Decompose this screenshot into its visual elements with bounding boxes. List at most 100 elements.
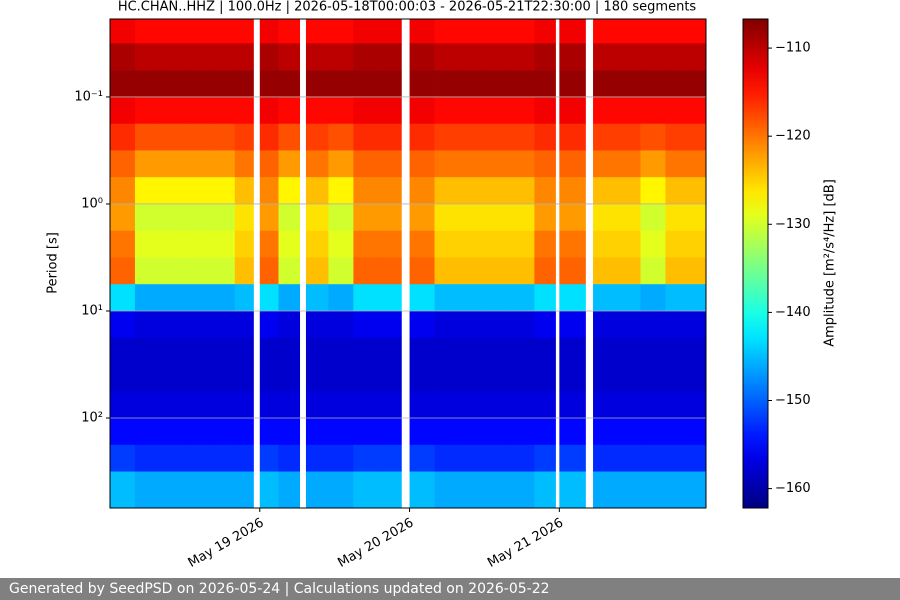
heatmap-cell — [378, 337, 402, 365]
heatmap-cell — [559, 123, 586, 151]
heatmap-cell — [328, 257, 354, 285]
heatmap-cell — [534, 257, 556, 285]
heatmap-cell — [459, 471, 485, 509]
colorbar — [742, 18, 769, 509]
heatmap-cell — [259, 444, 279, 472]
heatmap-cell — [305, 123, 329, 151]
heatmap-cell — [378, 43, 402, 71]
heatmap-cell — [434, 230, 460, 258]
heatmap-cell — [459, 96, 485, 125]
colorbar-tick-label: −160 — [775, 481, 811, 496]
heatmap-cell — [459, 364, 485, 392]
heatmap-cell — [259, 123, 279, 151]
heatmap-cell — [209, 203, 236, 232]
heatmap-cell — [278, 230, 301, 258]
heatmap-cell — [640, 177, 666, 205]
heatmap-cell — [234, 337, 254, 365]
heatmap-cell — [259, 203, 279, 232]
heatmap-cell — [509, 70, 535, 98]
heatmap-cell — [378, 150, 402, 178]
heatmap-cell — [353, 257, 379, 285]
heatmap-cell — [615, 177, 641, 205]
heatmap-cell — [409, 444, 435, 472]
heatmap-cell — [353, 150, 379, 178]
heatmap-cell — [378, 444, 402, 472]
heatmap-cell — [593, 19, 616, 44]
heatmap-cell — [328, 337, 354, 365]
heatmap-cell — [134, 70, 161, 98]
heatmap-cell — [434, 364, 460, 392]
heatmap-cell — [110, 284, 136, 312]
heatmap-cell — [328, 364, 354, 392]
heatmap-cell — [159, 203, 186, 232]
heatmap-cell — [278, 96, 301, 125]
heatmap-cell — [409, 310, 435, 339]
heatmap-cell — [593, 203, 616, 232]
heatmap-cell — [459, 43, 485, 71]
heatmap-cell — [615, 284, 641, 312]
heatmap-cell — [534, 43, 556, 71]
heatmap-cell — [209, 364, 236, 392]
heatmap-cell — [209, 43, 236, 71]
heatmap-cell — [110, 310, 136, 339]
heatmap-cell — [665, 70, 691, 98]
heatmap-cell — [665, 96, 691, 125]
heatmap-cell — [353, 19, 379, 44]
heatmap-cell — [640, 70, 666, 98]
heatmap-cell — [484, 177, 510, 205]
heatmap-cell — [509, 177, 535, 205]
heatmap-cell — [328, 123, 354, 151]
heatmap-cell — [640, 418, 666, 446]
heatmap-cell — [409, 418, 435, 446]
heatmap-cell — [434, 444, 460, 472]
heatmap-cell — [110, 203, 136, 232]
heatmap-cell — [593, 230, 616, 258]
heatmap-cell — [353, 364, 379, 392]
heatmap-cell — [184, 150, 211, 178]
heatmap-cell — [134, 150, 161, 178]
heatmap-cell — [615, 391, 641, 419]
heatmap-cell — [209, 230, 236, 258]
heatmap-cell — [184, 96, 211, 125]
heatmap-cell — [159, 310, 186, 339]
heatmap-cell — [134, 230, 161, 258]
heatmap-cell — [534, 123, 556, 151]
heatmap-cell — [184, 310, 211, 339]
heatmap-cell — [459, 70, 485, 98]
heatmap-cell — [459, 177, 485, 205]
heatmap-cell — [409, 123, 435, 151]
heatmap-cell — [593, 257, 616, 285]
y-tick-label: 10⁰ — [81, 196, 103, 211]
heatmap-cell — [134, 257, 161, 285]
heatmap-cell — [305, 177, 329, 205]
heatmap-cell — [484, 337, 510, 365]
heatmap-cell — [434, 123, 460, 151]
heatmap-cell — [690, 43, 707, 71]
heatmap-cell — [209, 96, 236, 125]
heatmap-cell — [484, 310, 510, 339]
heatmap-cell — [184, 43, 211, 71]
heatmap-cell — [159, 96, 186, 125]
heatmap-cell — [690, 391, 707, 419]
heatmap-cell — [234, 19, 254, 44]
heatmap-cell — [509, 96, 535, 125]
heatmap-cell — [110, 123, 136, 151]
heatmap-cell — [259, 337, 279, 365]
heatmap-cell — [534, 418, 556, 446]
heatmap-cell — [509, 310, 535, 339]
heatmap-cell — [378, 230, 402, 258]
heatmap-cell — [209, 471, 236, 509]
heatmap-cell — [184, 471, 211, 509]
heatmap-cell — [615, 19, 641, 44]
y-tick-label: 10² — [81, 411, 103, 426]
heatmap-cell — [640, 337, 666, 365]
heatmap-cell — [434, 177, 460, 205]
x-tick-label: May 20 2026 — [335, 516, 416, 571]
heatmap-cell — [434, 310, 460, 339]
heatmap-cell — [234, 43, 254, 71]
heatmap-cell — [110, 364, 136, 392]
heatmap-cell — [353, 337, 379, 365]
colorbar-tick-label: −140 — [775, 305, 811, 320]
heatmap-cell — [159, 284, 186, 312]
heatmap-cell — [484, 150, 510, 178]
